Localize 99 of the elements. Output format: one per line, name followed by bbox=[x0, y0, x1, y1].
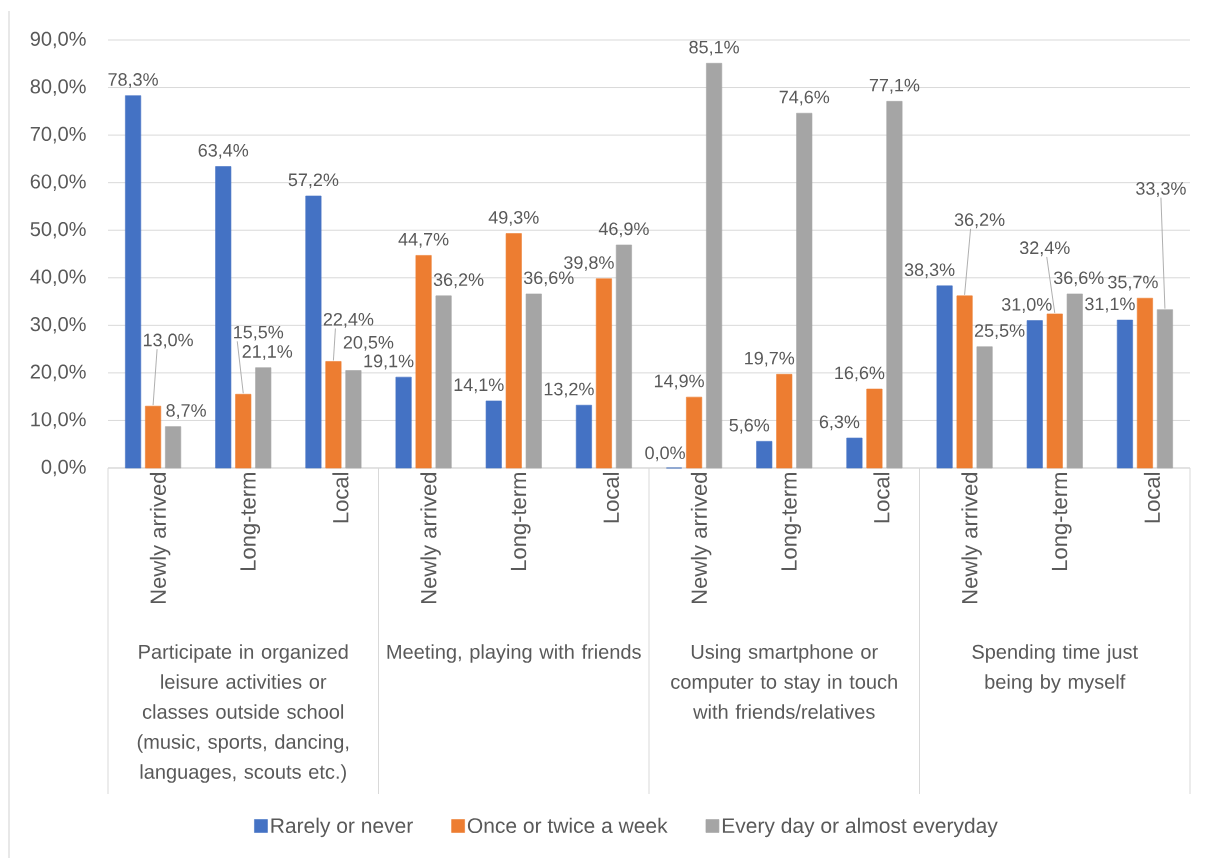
data-label: 20,5% bbox=[343, 335, 394, 351]
data-label: 15,5% bbox=[234, 325, 284, 341]
y-tick-label: 50,0% bbox=[30, 221, 86, 239]
bar bbox=[255, 367, 272, 469]
y-tick-label: 70,0% bbox=[30, 126, 86, 144]
y-tick-label: 0,0% bbox=[41, 459, 86, 477]
bar bbox=[305, 195, 322, 469]
bar bbox=[776, 374, 793, 469]
legend-label: Every day or almost everyday bbox=[722, 817, 998, 838]
data-label: 46,9% bbox=[598, 222, 649, 238]
data-label: 22,4% bbox=[323, 312, 374, 328]
data-label: 36,6% bbox=[1053, 271, 1104, 287]
bar bbox=[165, 426, 182, 469]
bar bbox=[1026, 320, 1043, 469]
x-tick-label: Long-term bbox=[781, 472, 802, 570]
bar bbox=[125, 95, 142, 469]
bar bbox=[1116, 319, 1133, 469]
bar bbox=[505, 233, 522, 469]
x-tick-label: Long-term bbox=[1051, 472, 1072, 570]
x-tick-label: Long-term bbox=[240, 472, 261, 570]
x-tick-label: Local bbox=[873, 473, 890, 523]
data-label: 14,9% bbox=[654, 374, 704, 390]
bar bbox=[435, 295, 452, 469]
data-label: 32,4% bbox=[1019, 241, 1070, 257]
data-label: 57,2% bbox=[288, 173, 339, 189]
data-label: 21,1% bbox=[242, 345, 293, 360]
bar bbox=[145, 405, 162, 469]
data-label: 74,6% bbox=[779, 90, 830, 106]
data-label: 36,2% bbox=[433, 273, 484, 289]
text: Using smartphone or computer to stay in touch with friends/relatives bbox=[671, 644, 897, 719]
bar bbox=[936, 285, 953, 469]
bar bbox=[956, 295, 973, 469]
bar bbox=[866, 388, 883, 469]
bar bbox=[796, 112, 813, 469]
bar bbox=[325, 361, 342, 469]
data-label: 6,3% bbox=[819, 415, 860, 431]
y-tick-label: 10,0% bbox=[31, 412, 86, 429]
x-tick-label: Long-term bbox=[510, 472, 531, 570]
data-label: 49,3% bbox=[488, 210, 539, 226]
bar bbox=[1046, 313, 1063, 469]
text: Participate in organized leisure activities or classes outside school (music, sports, dancing, languages, scouts etc.) bbox=[137, 644, 349, 783]
data-label: 14,1% bbox=[454, 378, 504, 394]
data-label: 44,7% bbox=[398, 232, 449, 248]
x-tick-label: Newly arrived bbox=[961, 472, 982, 603]
bar bbox=[215, 166, 232, 469]
bar bbox=[235, 393, 252, 469]
data-label: 77,1% bbox=[869, 78, 920, 94]
bar bbox=[575, 404, 592, 469]
data-label: 85,1% bbox=[689, 40, 739, 56]
data-label: 19,1% bbox=[364, 354, 414, 370]
data-label: 63,4% bbox=[198, 143, 249, 159]
bar bbox=[485, 400, 502, 469]
data-label: 5,6% bbox=[729, 418, 770, 434]
y-tick-label: 90,0% bbox=[30, 31, 86, 49]
legend-label: Once or twice a week bbox=[467, 817, 668, 834]
data-label: 39,8% bbox=[564, 256, 614, 272]
bar bbox=[525, 293, 542, 469]
data-label: 35,7% bbox=[1108, 275, 1158, 291]
y-tick-label: 20,0% bbox=[30, 364, 86, 382]
y-tick-label: 40,0% bbox=[30, 269, 86, 287]
bar bbox=[345, 370, 362, 469]
bar bbox=[886, 101, 903, 469]
x-tick-label: Local bbox=[602, 473, 619, 523]
x-tick-label: Newly arrived bbox=[420, 472, 441, 603]
data-label: 33,3% bbox=[1136, 182, 1186, 197]
data-label: 31,0% bbox=[1001, 298, 1052, 313]
text: Meeting, playing with friends bbox=[387, 644, 641, 663]
data-label: 36,2% bbox=[954, 213, 1005, 229]
data-label: 25,5% bbox=[974, 324, 1025, 340]
bar bbox=[686, 396, 703, 469]
data-label: 78,3% bbox=[108, 73, 158, 88]
y-tick-label: 30,0% bbox=[30, 317, 86, 334]
y-tick-label: 60,0% bbox=[30, 174, 86, 191]
data-label: 19,7% bbox=[745, 351, 795, 367]
data-label: 13,0% bbox=[143, 333, 193, 349]
legend-label: Rarely or never bbox=[271, 817, 413, 838]
x-tick-label: Local bbox=[1143, 473, 1161, 523]
data-label: 8,7% bbox=[166, 404, 206, 419]
x-tick-label: Local bbox=[332, 473, 349, 523]
data-label: 36,6% bbox=[523, 271, 574, 287]
data-label: 38,3% bbox=[904, 263, 955, 279]
bar bbox=[1136, 297, 1153, 469]
bar bbox=[706, 63, 723, 469]
bar bbox=[395, 376, 412, 469]
x-tick-label: Newly arrived bbox=[149, 472, 171, 603]
bar bbox=[756, 441, 773, 469]
y-tick-label: 80,0% bbox=[30, 79, 86, 96]
bar bbox=[976, 346, 993, 469]
bar bbox=[415, 255, 432, 469]
data-label: 0,0% bbox=[645, 446, 685, 462]
bar bbox=[846, 437, 863, 469]
data-label: 16,6% bbox=[835, 366, 885, 382]
x-tick-label: Newly arrived bbox=[690, 472, 712, 603]
bar bbox=[1066, 293, 1083, 469]
data-label: 31,1% bbox=[1085, 297, 1135, 313]
bar bbox=[615, 244, 632, 469]
text: Spending time just being by myself bbox=[972, 644, 1138, 693]
bar bbox=[595, 278, 612, 469]
data-label: 13,2% bbox=[544, 382, 594, 398]
